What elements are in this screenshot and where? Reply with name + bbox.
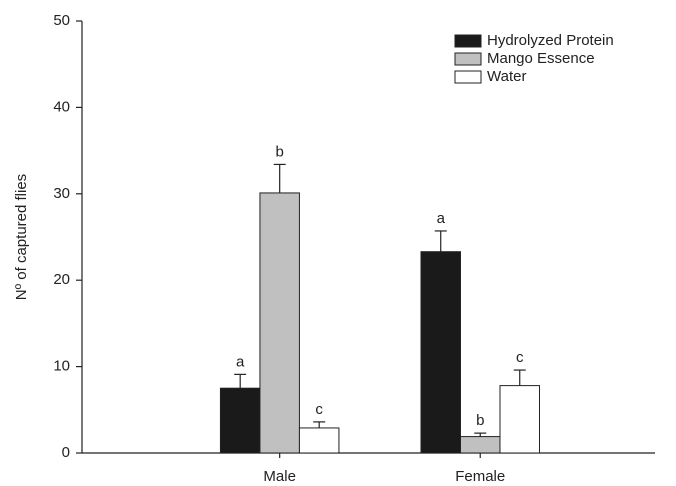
- bar: [499, 385, 540, 454]
- significance-letter: b: [276, 143, 284, 160]
- y-tick-label: 40: [53, 98, 70, 115]
- legend-label: Water: [487, 68, 526, 85]
- bar: [219, 387, 261, 454]
- significance-letter: a: [437, 210, 446, 227]
- bar: [420, 251, 461, 454]
- y-axis-label: Nº of captured flies: [13, 174, 30, 300]
- y-tick-label: 50: [53, 12, 70, 29]
- legend-swatch: [454, 34, 482, 48]
- bar: [298, 427, 340, 454]
- y-tick-label: 10: [53, 358, 70, 375]
- y-tick-label: 20: [53, 271, 70, 288]
- legend-swatch: [454, 52, 482, 66]
- significance-letter: c: [516, 349, 524, 366]
- significance-letter: c: [315, 401, 323, 418]
- x-tick-label: Male: [263, 468, 296, 485]
- legend-label: Mango Essence: [487, 50, 595, 67]
- significance-letter: a: [236, 353, 245, 370]
- bar: [259, 192, 300, 454]
- y-tick-label: 0: [62, 444, 70, 461]
- bar: [459, 436, 501, 454]
- y-tick-label: 30: [53, 185, 70, 202]
- legend-label: Hydrolyzed Protein: [487, 32, 614, 49]
- legend-swatch: [454, 70, 482, 84]
- x-tick-label: Female: [455, 468, 505, 485]
- significance-letter: b: [476, 412, 484, 429]
